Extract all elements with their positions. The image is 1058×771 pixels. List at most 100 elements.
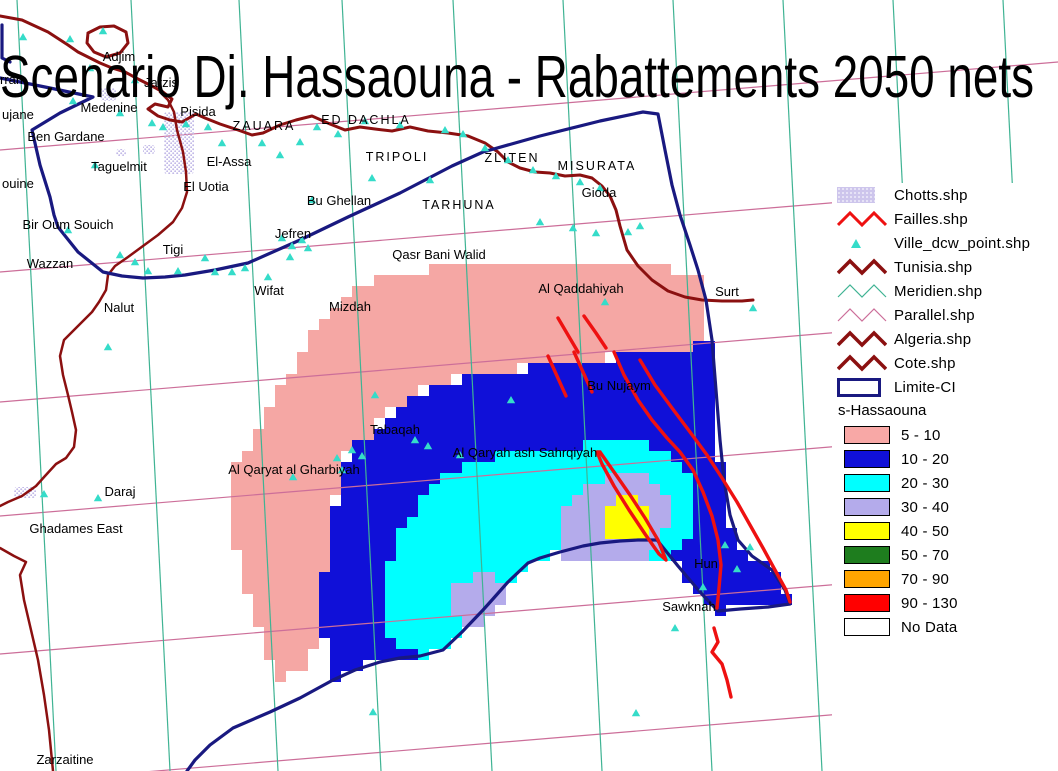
- city-point: [307, 196, 317, 204]
- legend-class-label: 40 - 50: [901, 522, 950, 540]
- city-point: [115, 109, 125, 117]
- map-label: rram: [0, 72, 27, 87]
- city-point: [745, 543, 755, 551]
- legend-class-label: 90 - 130: [901, 594, 958, 612]
- legend-class-label: 20 - 30: [901, 474, 950, 492]
- map-label: Bu Nujaym: [587, 378, 651, 393]
- legend-item-parallel-shp: Parallel.shp: [832, 303, 1058, 327]
- city-point: [368, 708, 378, 716]
- class-color-swatch: [844, 594, 890, 612]
- chotts-patch-icon: [837, 187, 894, 203]
- class-color-swatch: [844, 570, 890, 588]
- legend-item-label: Parallel.shp: [894, 306, 975, 324]
- city-point: [360, 117, 370, 125]
- map-label: Daraj: [104, 484, 135, 499]
- class-color-swatch: [844, 522, 890, 540]
- fault-line: [612, 350, 723, 610]
- legend-item-tunisia-shp: Tunisia.shp: [832, 255, 1058, 279]
- algeria-line-icon: [837, 329, 894, 349]
- city-point: [130, 258, 140, 266]
- legend-class-row: 10 - 20: [832, 447, 1058, 471]
- map-label: Bir Oum Souich: [22, 217, 113, 232]
- legend-item-label: Algeria.shp: [894, 330, 972, 348]
- city-point: [147, 119, 157, 127]
- map-label: Al Qaryat al Gharbiyah: [228, 462, 360, 477]
- class-color-swatch: [844, 618, 890, 636]
- faults-line-icon: [837, 209, 894, 229]
- map-label: ZAUARA: [233, 119, 296, 133]
- map-label: ZLITEN: [484, 151, 539, 165]
- map-label: El Uotia: [183, 179, 229, 194]
- city-point: [68, 97, 78, 105]
- legend: Chotts.shp Failles.shp Ville_dcw_point.shp…: [832, 183, 1058, 771]
- meridian-line: [130, 0, 171, 771]
- meridian-line: [16, 0, 57, 771]
- city-point: [698, 583, 708, 591]
- city-point: [203, 123, 213, 131]
- city-point: [181, 120, 191, 128]
- city-point: [357, 452, 367, 460]
- city-point: [143, 267, 153, 275]
- city-point: [115, 251, 125, 259]
- map-label: Jefren: [275, 226, 311, 241]
- legend-class-row: 30 - 40: [832, 495, 1058, 519]
- city-point: [90, 161, 100, 169]
- fault-line: [582, 314, 608, 350]
- map-label: TARHUNA: [422, 198, 496, 212]
- legend-class-label: 50 - 70: [901, 546, 950, 564]
- city-point: [440, 126, 450, 134]
- map-label: Mizdah: [329, 299, 371, 314]
- city-point: [63, 226, 73, 234]
- legend-item-limite-ci: Limite-CI: [832, 375, 1058, 399]
- zone-5-10: [231, 264, 715, 682]
- city-point: [287, 242, 297, 250]
- city-point: [635, 222, 645, 230]
- chotts-layer: [14, 88, 194, 498]
- legend-class-row: 40 - 50: [832, 519, 1058, 543]
- city-point: [575, 178, 585, 186]
- city-point: [210, 268, 220, 276]
- legend-class-label: No Data: [901, 618, 958, 636]
- city-point: [337, 466, 347, 474]
- city-point: [173, 267, 183, 275]
- algeria-border: [0, 546, 55, 771]
- city-point: [295, 138, 305, 146]
- legend-item-meridien-shp: Meridien.shp: [832, 279, 1058, 303]
- map-label: Sawknah: [662, 599, 715, 614]
- city-point: [130, 76, 140, 84]
- chott-patch: [116, 149, 126, 156]
- city-point: [568, 224, 578, 232]
- legend-class-row: 50 - 70: [832, 543, 1058, 567]
- map-label: Tigi: [163, 242, 184, 257]
- faults-layer: [546, 314, 792, 699]
- city-point: [455, 451, 465, 459]
- city-point: [480, 144, 490, 152]
- city-point: [18, 33, 28, 41]
- map-label: Ben Gardane: [27, 129, 104, 144]
- fault-line: [710, 626, 733, 699]
- city-point: [748, 304, 758, 312]
- city-point: [103, 343, 113, 351]
- fault-line: [638, 358, 792, 604]
- city-point: [312, 123, 322, 131]
- map-label: ujane: [2, 107, 34, 122]
- city-points-layer: [18, 27, 758, 717]
- city-point: [65, 35, 75, 43]
- legend-class-row: No Data: [832, 615, 1058, 639]
- city-point: [288, 473, 298, 481]
- map-label: Wifat: [254, 283, 284, 298]
- city-point: [240, 264, 250, 272]
- city-point: [528, 166, 538, 174]
- city-point: [551, 172, 561, 180]
- class-color-swatch: [844, 474, 890, 492]
- legend-item-chotts-shp: Chotts.shp: [832, 183, 1058, 207]
- legend-section-header: s-Hassaouna: [838, 402, 927, 419]
- city-point: [277, 234, 287, 242]
- chott-patch: [100, 88, 116, 101]
- coastline: [0, 14, 755, 303]
- city-point: [458, 130, 468, 138]
- city-point: [332, 454, 342, 462]
- legend-item-label: Meridien.shp: [894, 282, 983, 300]
- legend-item-label: Failles.shp: [894, 210, 968, 228]
